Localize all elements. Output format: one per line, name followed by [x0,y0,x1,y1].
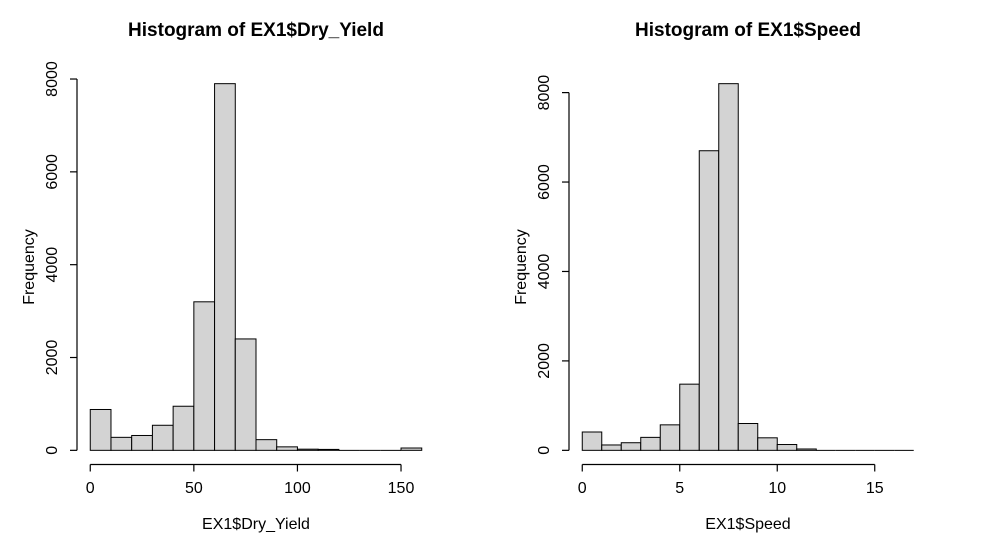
x-tick-label: 0 [86,480,95,497]
x-tick-label: 10 [768,480,786,497]
y-axis-label: Frequency [513,229,530,305]
chart-title: Histogram of EX1$Speed [635,20,861,41]
y-tick-label: 0 [44,446,61,455]
x-axis-label: EX1$Speed [705,516,790,533]
histogram-bar [276,446,298,451]
histogram-bar [151,424,174,451]
histogram-bar [718,83,739,451]
y-tick-label: 6000 [536,164,553,200]
x-tick-label: 5 [675,480,684,497]
histogram-bar [581,431,603,451]
y-tick-label: 4000 [536,254,553,290]
histogram-dry-yield-svg: Histogram of EX1$Dry_Yield 0 2000 4000 6000 8… [21,20,423,533]
histogram-bar [640,436,661,451]
histogram-bar [698,150,720,451]
histogram-bar [193,301,216,451]
histogram-bar [110,436,133,451]
histogram-bar [737,423,759,451]
histogram-bar [89,408,112,451]
y-tick-label: 6000 [44,154,61,190]
chart-title: Histogram of EX1$Dry_Yield [128,20,384,41]
y-tick-label: 2000 [44,340,61,376]
x-tick-label: 150 [388,480,415,497]
histogram-speed-svg: Histogram of EX1$Speed 0 2000 4000 6000 8000 0… [513,20,914,533]
histogram-bar [317,448,340,451]
histogram-bar [601,444,622,451]
y-tick-label: 4000 [44,247,61,283]
histogram-bar [659,424,681,451]
histogram-bar [400,447,423,451]
histogram-bar [620,442,642,451]
histogram-bar [757,437,778,451]
y-axis-label: Frequency [21,229,38,305]
histogram-panel-dry-yield: Histogram of EX1$Dry_Yield 0 2000 4000 6000 8… [21,20,423,533]
x-tick-label: 0 [578,480,587,497]
y-tick-label: 8000 [536,75,553,111]
histogram-panel-speed: Histogram of EX1$Speed 0 2000 4000 6000 8000 0… [492,0,984,550]
histogram-bar [214,83,236,451]
histogram-bar [776,444,798,451]
histogram-bar [255,439,278,451]
histogram-bar [131,434,153,451]
histogram-bar [296,448,319,451]
histogram-bar [796,448,817,451]
x-tick-label: 50 [185,480,203,497]
y-tick-label: 8000 [44,61,61,97]
x-tick-label: 15 [866,480,884,497]
x-tick-label: 100 [284,480,311,497]
histogram-bar [679,383,700,451]
x-axis-label: EX1$Dry_Yield [202,516,310,533]
y-tick-label: 2000 [536,343,553,379]
histogram-bar [234,338,257,451]
y-tick-label: 0 [536,446,553,455]
histogram-bar [172,405,195,451]
